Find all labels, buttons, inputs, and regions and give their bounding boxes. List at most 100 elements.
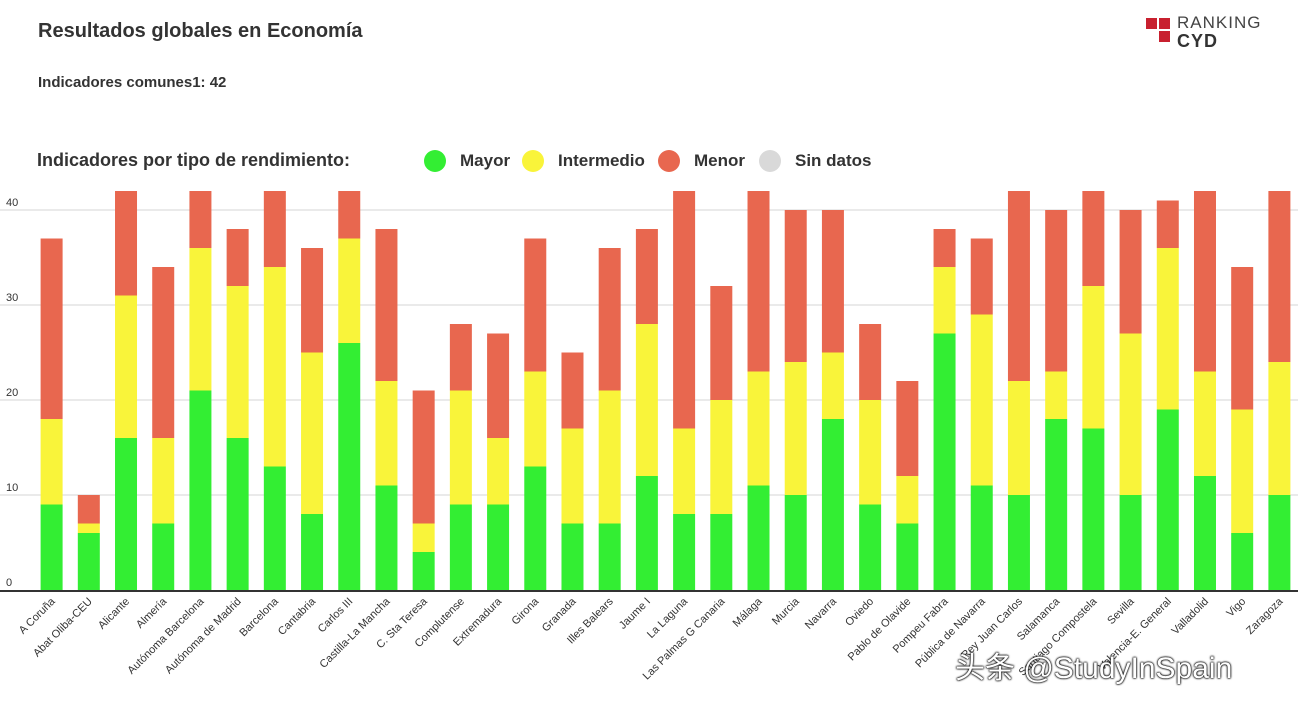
bar-segment-mayor[interactable] (933, 333, 956, 591)
bar-segment-intermedio[interactable] (1156, 248, 1179, 410)
bar-segment-mayor[interactable] (301, 514, 324, 590)
legend-item-sin-datos[interactable]: Sin datos (759, 150, 872, 172)
bar-segment-intermedio[interactable] (375, 381, 398, 486)
bar-segment-intermedio[interactable] (40, 419, 63, 505)
bar-segment-mayor[interactable] (859, 504, 882, 591)
bar-segment-intermedio[interactable] (115, 295, 138, 439)
bar-segment-menor[interactable] (1007, 191, 1030, 381)
bar-segment-intermedio[interactable] (226, 286, 249, 438)
bar-segment-intermedio[interactable] (152, 438, 175, 524)
bar-segment-menor[interactable] (710, 286, 733, 400)
bar-segment-intermedio[interactable] (1007, 381, 1030, 495)
bar-segment-mayor[interactable] (1119, 495, 1142, 590)
bar-segment-intermedio[interactable] (1045, 371, 1068, 420)
bar-segment-menor[interactable] (338, 191, 361, 239)
bar-segment-menor[interactable] (152, 267, 175, 438)
bar-segment-menor[interactable] (933, 229, 956, 267)
bar-segment-intermedio[interactable] (598, 390, 621, 524)
bar-segment-mayor[interactable] (1045, 419, 1068, 590)
bar-segment-menor[interactable] (747, 191, 770, 372)
bar-segment-menor[interactable] (1082, 191, 1105, 286)
bar-segment-intermedio[interactable] (487, 438, 510, 505)
bar-segment-mayor[interactable] (1231, 533, 1254, 590)
bar-segment-intermedio[interactable] (1268, 362, 1291, 495)
bar-segment-intermedio[interactable] (747, 371, 770, 486)
legend-item-mayor[interactable]: Mayor (424, 150, 510, 172)
bar-segment-intermedio[interactable] (1231, 409, 1254, 534)
bar-segment-menor[interactable] (412, 390, 435, 524)
bar-segment-mayor[interactable] (1156, 409, 1179, 591)
bar-segment-menor[interactable] (1156, 200, 1179, 249)
bar-segment-mayor[interactable] (40, 504, 63, 591)
bar-segment-mayor[interactable] (1193, 476, 1216, 590)
bar-segment-mayor[interactable] (673, 514, 696, 590)
bar-segment-menor[interactable] (301, 248, 324, 353)
bar-segment-menor[interactable] (263, 191, 286, 267)
bar-segment-mayor[interactable] (115, 438, 138, 590)
bar-segment-menor[interactable] (970, 238, 993, 315)
bar-segment-menor[interactable] (821, 210, 844, 353)
bar-segment-intermedio[interactable] (896, 476, 919, 524)
bar-segment-mayor[interactable] (77, 533, 100, 590)
bar-segment-mayor[interactable] (598, 523, 621, 591)
bar-segment-menor[interactable] (375, 229, 398, 381)
bar-segment-intermedio[interactable] (189, 248, 212, 391)
bar-segment-menor[interactable] (896, 381, 919, 476)
bar-segment-mayor[interactable] (821, 419, 844, 590)
bar-segment-menor[interactable] (524, 238, 547, 372)
bar-segment-menor[interactable] (784, 210, 807, 362)
bar-segment-mayor[interactable] (970, 485, 993, 591)
bar-segment-menor[interactable] (1193, 191, 1216, 372)
bar-segment-menor[interactable] (635, 229, 658, 324)
bar-segment-mayor[interactable] (487, 504, 510, 591)
bar-segment-mayor[interactable] (226, 438, 249, 590)
bar-segment-intermedio[interactable] (710, 400, 733, 514)
bar-segment-mayor[interactable] (1268, 495, 1291, 590)
bar-segment-intermedio[interactable] (263, 267, 286, 467)
bar-segment-menor[interactable] (598, 248, 621, 391)
legend-item-intermedio[interactable]: Intermedio (522, 150, 645, 172)
bar-segment-mayor[interactable] (784, 495, 807, 590)
bar-segment-menor[interactable] (561, 352, 584, 429)
bar-segment-mayor[interactable] (449, 504, 472, 591)
bar-segment-mayor[interactable] (635, 476, 658, 590)
bar-segment-intermedio[interactable] (412, 523, 435, 553)
bar-segment-intermedio[interactable] (673, 428, 696, 515)
bar-segment-menor[interactable] (487, 333, 510, 439)
bar-segment-menor[interactable] (226, 229, 249, 286)
bar-segment-mayor[interactable] (747, 485, 770, 591)
bar-segment-intermedio[interactable] (970, 314, 993, 486)
bar-segment-intermedio[interactable] (301, 352, 324, 515)
bar-segment-mayor[interactable] (561, 523, 584, 591)
bar-segment-intermedio[interactable] (1082, 286, 1105, 429)
bar-segment-intermedio[interactable] (1119, 333, 1142, 496)
bar-segment-mayor[interactable] (412, 552, 435, 590)
bar-segment-mayor[interactable] (710, 514, 733, 590)
bar-segment-intermedio[interactable] (561, 428, 584, 524)
bar-segment-mayor[interactable] (1007, 495, 1030, 590)
bar-segment-menor[interactable] (1231, 267, 1254, 410)
bar-segment-intermedio[interactable] (449, 390, 472, 505)
bar-segment-menor[interactable] (449, 324, 472, 391)
bar-segment-intermedio[interactable] (524, 371, 547, 467)
bar-segment-menor[interactable] (673, 191, 696, 429)
bar-segment-mayor[interactable] (189, 390, 212, 591)
bar-segment-mayor[interactable] (896, 523, 919, 591)
bar-segment-menor[interactable] (189, 191, 212, 248)
bar-segment-intermedio[interactable] (338, 238, 361, 344)
bar-segment-mayor[interactable] (152, 523, 175, 591)
bar-segment-intermedio[interactable] (635, 324, 658, 476)
bar-segment-mayor[interactable] (375, 485, 398, 591)
bar-segment-intermedio[interactable] (859, 400, 882, 505)
bar-segment-menor[interactable] (115, 191, 138, 296)
bar-segment-menor[interactable] (1119, 210, 1142, 334)
bar-segment-menor[interactable] (1045, 210, 1068, 372)
bar-segment-menor[interactable] (77, 495, 100, 524)
bar-segment-intermedio[interactable] (784, 362, 807, 495)
bar-segment-mayor[interactable] (524, 466, 547, 591)
bar-segment-mayor[interactable] (338, 343, 361, 590)
legend-item-menor[interactable]: Menor (658, 150, 745, 172)
bar-segment-intermedio[interactable] (821, 352, 844, 420)
bar-segment-intermedio[interactable] (77, 523, 100, 534)
bar-segment-menor[interactable] (1268, 191, 1291, 362)
